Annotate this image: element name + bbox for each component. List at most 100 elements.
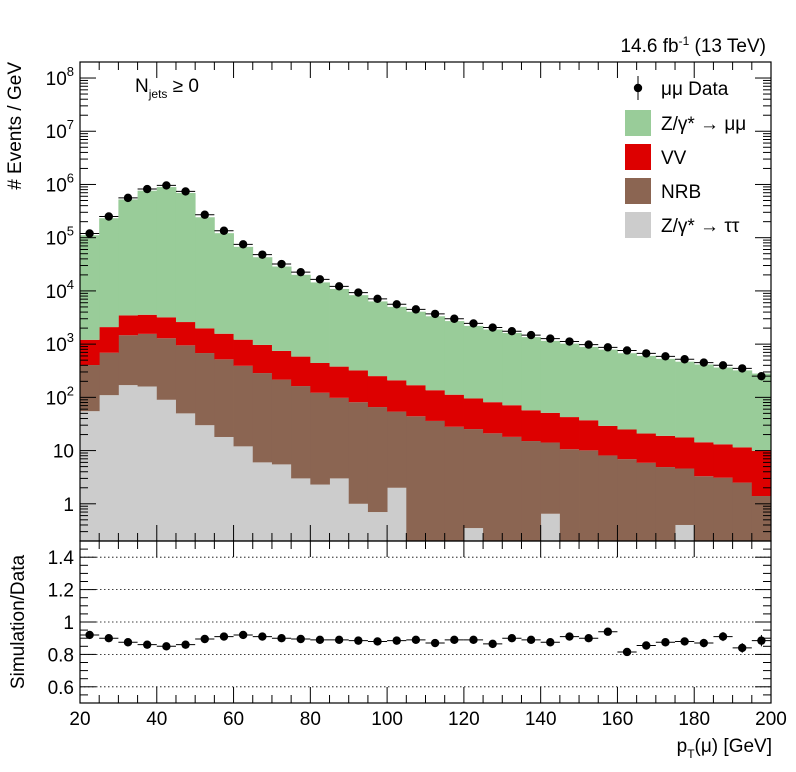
x-tick-label: 180 [678,709,710,730]
bar-nrb [713,477,734,541]
bar-zmumu [406,311,426,386]
bar-nrb [444,426,465,541]
data-point [411,305,421,314]
ratio-point [392,636,401,645]
ratio-point [354,636,363,645]
bar-nrb [425,420,446,541]
bar-zmumu [271,266,292,351]
y-tick-exponent: 4 [67,277,74,292]
y-tick-label: 106 [46,170,74,196]
y-tick-exponent: 2 [67,383,74,398]
data-point [430,309,440,319]
bar-zmumu [233,246,254,340]
data-point [334,282,344,291]
bar-zmumu [675,361,695,438]
bar-vv [713,444,734,478]
ratio-point [757,636,766,645]
x-axis-title-sub: T [687,747,695,761]
data-points [80,181,771,381]
legend-swatch [625,110,651,136]
data-point [181,187,190,196]
legend-label: Z/γ* → μμ [661,114,746,135]
bar-vv [310,362,330,393]
bar-zmumu [252,257,273,345]
ratio-point [334,635,344,645]
series-vv [80,314,772,497]
ratio-point [411,635,421,645]
x-tick-label: 100 [371,709,403,730]
bar-vv [175,322,196,346]
series-tautau [80,385,695,541]
bar-nrb [387,411,407,488]
bar-zmumu [713,367,734,445]
ratio-point [738,643,747,653]
ratio-y-tick-label: 1 [63,613,74,634]
bar-vv [559,417,580,450]
series-nrb [80,333,772,541]
bar-nrb [175,345,196,414]
bar-vv [463,398,484,430]
bar-nrb [291,386,311,479]
selection-label: Njets ≥ 0 [135,76,199,101]
data-point [354,288,363,297]
luminosity-label: 14.6 fb-1 (13 TeV) [620,34,766,57]
ratio-point [642,641,651,650]
bar-nrb [579,450,599,541]
data-point [642,349,651,358]
bar-vv [271,350,292,380]
bar-nrb [406,416,426,541]
data-point [738,364,747,373]
x-tick-label: 200 [755,709,787,730]
ratio-point [661,638,670,647]
ratio-y-tick-label: 0.6 [48,678,74,699]
bar-zmumu [694,364,714,443]
bar-tautau [233,446,254,541]
bar-nrb [271,379,292,465]
legend-label: NRB [661,182,701,203]
bar-vv [367,376,388,408]
bar-nrb [636,462,657,541]
x-tick-label: 40 [146,709,167,730]
bar-zmumu [80,235,100,340]
ratio-frame [79,540,772,704]
bar-nrb [214,359,234,437]
lumi-energy: (13 TeV) [689,36,766,57]
x-tick-label: 60 [223,709,244,730]
bar-tautau [675,524,695,541]
y-tick-base: 10 [46,282,67,303]
lumi-value: 14.6 fb [620,36,678,57]
data-point [258,250,267,259]
data-point [162,181,171,190]
bar-zmumu [367,301,388,377]
bar-zmumu [99,218,119,328]
data-point [200,210,209,219]
data-point [488,323,497,332]
bar-zmumu [156,187,177,318]
bar-tautau [540,513,561,541]
bar-tautau [329,478,350,541]
bar-tautau [367,512,388,541]
bar-tautau [252,462,273,541]
y-tick-exponent: 6 [67,170,74,185]
data-point [296,267,305,277]
y-tick-label: 108 [46,64,74,90]
y-axis-title: # Events / GeV [5,62,26,190]
ratio-point [277,634,286,643]
bar-vv [732,447,753,483]
bar-vv [99,327,119,353]
bar-nrb [329,397,350,479]
bar-zmumu [195,217,215,329]
x-axis-title-main: p [677,736,688,757]
bar-vv [214,333,234,360]
data-point [565,337,574,346]
ratio-point [488,639,497,649]
y-tick-base: 10 [46,69,67,90]
ratio-point [450,635,459,645]
bar-tautau [137,386,158,541]
ratio-point [469,635,478,645]
ratio-point [526,635,536,645]
bar-vv [675,437,695,469]
bar-nrb [483,433,503,541]
bar-zmumu [483,329,503,403]
